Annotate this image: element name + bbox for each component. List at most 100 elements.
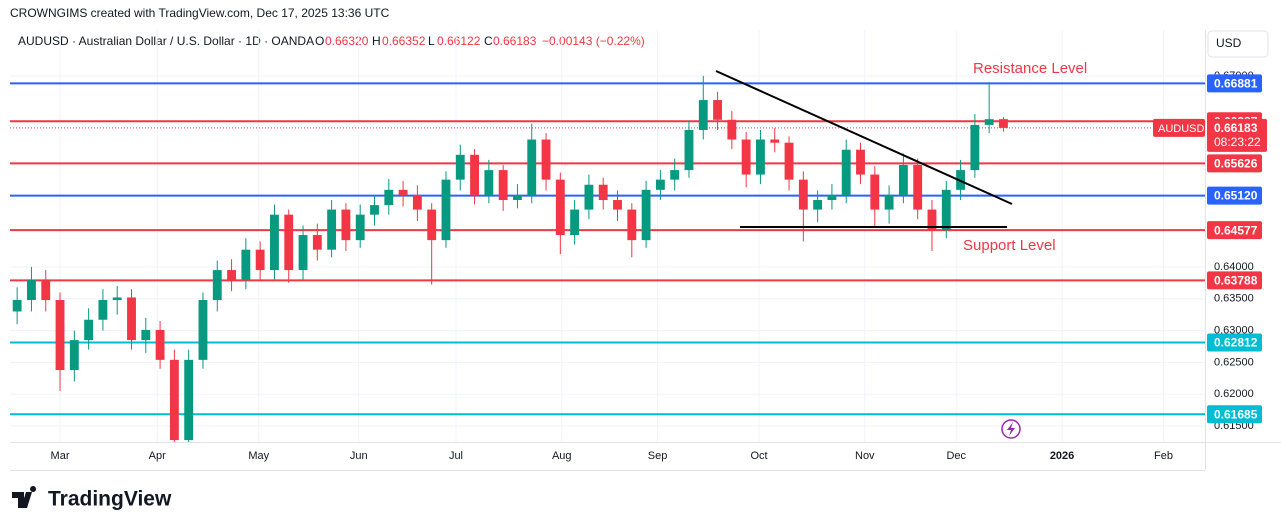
level-label: 0.62812 <box>1214 336 1258 350</box>
candle-body <box>641 189 651 241</box>
candle-body <box>141 329 151 341</box>
candle-body <box>55 299 65 371</box>
open-value: 0.66320 <box>325 34 369 48</box>
x-tick-label: Sep <box>648 450 668 462</box>
x-tick-label: Aug <box>552 450 572 462</box>
level-label: 0.65120 <box>1214 189 1258 203</box>
axis-labels: 0.670000.640000.635000.630000.625000.620… <box>51 70 1267 462</box>
close-label: C <box>484 34 493 48</box>
candle-body <box>370 205 379 215</box>
candle-body <box>69 340 79 371</box>
candle-body <box>312 235 322 250</box>
candle-body <box>198 299 208 360</box>
x-tick-label: Nov <box>855 450 875 462</box>
candle-body <box>613 200 622 210</box>
candle-body <box>484 170 494 195</box>
candle-body <box>498 170 508 201</box>
symbol: AUDUSD · Australian Dollar / U.S. Dollar… <box>18 34 314 48</box>
candle-body <box>713 100 722 120</box>
candle-body <box>770 139 780 143</box>
candle-body <box>655 179 665 190</box>
candle-body <box>470 154 479 195</box>
candle-body <box>898 164 908 195</box>
x-tick-label: Mar <box>51 450 70 462</box>
legend: AUDUSD · Australian Dollar / U.S. Dollar… <box>18 34 645 48</box>
candle-body <box>727 119 737 140</box>
y-tick-label: 0.62500 <box>1214 356 1254 368</box>
level-label-box <box>1207 74 1262 93</box>
close-value: 0.66183 <box>493 34 537 48</box>
candle-body <box>827 194 837 201</box>
candle-body <box>541 139 551 180</box>
level-label: 0.64577 <box>1214 223 1258 237</box>
candle-body <box>270 214 279 271</box>
lightning-icon[interactable] <box>1001 419 1021 439</box>
x-tick-label: 2026 <box>1050 450 1074 462</box>
level-label-box <box>1207 405 1262 424</box>
candle-body <box>913 164 923 210</box>
candle-body <box>741 139 751 175</box>
candle-body <box>169 359 179 441</box>
candle-body <box>527 139 537 195</box>
candle-body <box>184 359 194 441</box>
candle-body <box>112 297 122 300</box>
candle-body <box>227 270 236 280</box>
candle-body <box>584 184 594 210</box>
candle-body <box>941 189 951 230</box>
candle-body <box>98 299 108 320</box>
candle-body <box>398 189 408 195</box>
candle-body <box>670 170 680 180</box>
candle-body <box>927 209 937 230</box>
candle-body <box>341 209 351 241</box>
candle-body <box>155 329 165 360</box>
candle-body <box>427 209 437 241</box>
candle-body <box>555 179 565 236</box>
candle-body <box>284 214 294 271</box>
symbol-label-box <box>1153 118 1205 137</box>
candle-body <box>355 214 365 241</box>
candle-body <box>12 299 22 312</box>
candle-body <box>384 189 394 206</box>
currency-box[interactable] <box>1207 30 1269 58</box>
candle-body <box>27 279 36 300</box>
level-label: 0.63788 <box>1214 274 1258 288</box>
candle-body <box>784 142 794 180</box>
low-value: 0.66122 <box>437 34 481 48</box>
level-label: 0.61685 <box>1214 407 1258 421</box>
candle-body <box>455 154 465 180</box>
candle-body <box>298 235 308 271</box>
candle-body <box>870 174 880 210</box>
x-tick-label: Oct <box>750 450 767 462</box>
change: −0.00143 (−0.22%) <box>542 34 645 48</box>
x-tick-label: Feb <box>1154 450 1173 462</box>
candle-body <box>798 179 808 210</box>
trend-line <box>715 70 1013 205</box>
high-value: 0.66352 <box>382 34 426 48</box>
y-tick-label: 0.62000 <box>1214 388 1254 400</box>
countdown: 08:23:22 <box>1214 135 1261 149</box>
candle-body <box>984 119 994 125</box>
x-tick-label: Jul <box>449 450 463 462</box>
symbol-label: AUDUSD <box>1158 123 1205 135</box>
credit: CROWNGIMS created with TradingView.com, … <box>10 6 390 20</box>
candle-body <box>412 194 422 210</box>
candle-body <box>41 279 51 300</box>
candle-body <box>756 139 765 175</box>
candle-body <box>241 249 251 280</box>
high-label: H <box>372 34 381 48</box>
candle-body <box>999 119 1008 128</box>
candle-body <box>813 200 823 210</box>
x-tick-label: Apr <box>149 450 166 462</box>
candle-body <box>513 194 522 201</box>
candle-body <box>698 100 708 130</box>
candle-body <box>255 249 265 271</box>
candle-body <box>127 297 136 341</box>
x-tick-label: May <box>248 450 269 462</box>
level-label-box <box>1207 186 1262 205</box>
low-label: L <box>428 34 435 48</box>
candle-body <box>441 179 451 241</box>
candles <box>12 75 1008 442</box>
